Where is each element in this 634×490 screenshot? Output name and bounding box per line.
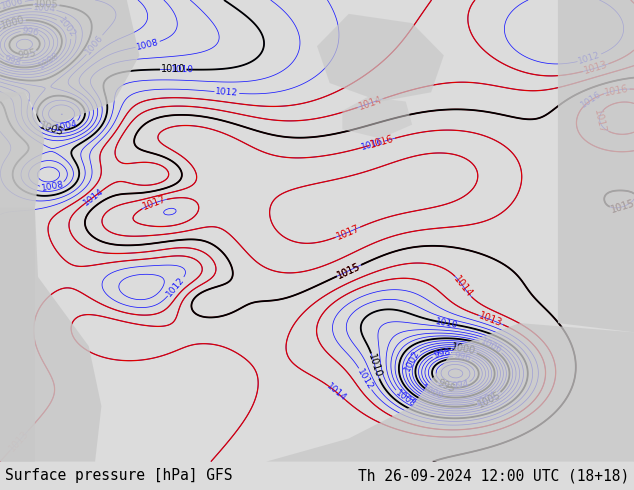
Polygon shape	[0, 0, 139, 129]
Text: 1015: 1015	[336, 261, 362, 280]
Text: 1000: 1000	[37, 50, 61, 71]
Text: 1010: 1010	[434, 317, 458, 330]
Polygon shape	[0, 92, 44, 462]
Text: 1002: 1002	[403, 349, 421, 373]
Polygon shape	[266, 323, 634, 462]
Text: 994: 994	[451, 379, 470, 391]
Text: 1014: 1014	[82, 186, 106, 207]
Text: 1013: 1013	[583, 60, 609, 76]
Text: 995: 995	[436, 378, 457, 395]
Text: Surface pressure [hPa] GFS: Surface pressure [hPa] GFS	[5, 468, 233, 483]
Text: 1016: 1016	[579, 90, 604, 110]
Text: 1010: 1010	[171, 65, 194, 74]
Text: 1012: 1012	[577, 50, 602, 66]
Text: 1014: 1014	[357, 95, 384, 112]
Text: 1005: 1005	[476, 389, 503, 410]
Text: 1017: 1017	[141, 194, 167, 212]
Text: 1008: 1008	[136, 38, 160, 52]
Text: 1006: 1006	[479, 337, 503, 355]
Text: 1004: 1004	[55, 119, 79, 133]
Polygon shape	[317, 14, 444, 101]
Text: 1017: 1017	[335, 223, 361, 242]
Text: 1017: 1017	[592, 108, 607, 135]
Text: 1012: 1012	[215, 87, 238, 98]
Text: 1006: 1006	[84, 33, 105, 56]
Text: 1015: 1015	[610, 198, 634, 215]
Text: 1005: 1005	[34, 0, 59, 10]
Text: 1008: 1008	[41, 180, 65, 194]
Text: 1016: 1016	[604, 83, 630, 98]
Polygon shape	[342, 97, 412, 139]
Text: 1014: 1014	[325, 382, 349, 403]
Text: 1012: 1012	[165, 275, 186, 298]
Text: 1004: 1004	[32, 3, 56, 14]
Text: Th 26-09-2024 12:00 UTC (18+18): Th 26-09-2024 12:00 UTC (18+18)	[358, 468, 629, 483]
Text: 995: 995	[17, 48, 37, 61]
Text: 1013: 1013	[477, 311, 504, 329]
Text: 1013: 1013	[7, 428, 31, 453]
Text: 1000: 1000	[0, 14, 26, 31]
Text: 1015: 1015	[336, 261, 362, 280]
Text: 996: 996	[453, 351, 472, 364]
Text: 1004: 1004	[474, 390, 498, 408]
Text: 1002: 1002	[56, 16, 77, 39]
Text: 1016: 1016	[360, 137, 385, 152]
Text: 1008: 1008	[393, 388, 417, 409]
Polygon shape	[0, 208, 101, 462]
Text: 1016: 1016	[369, 134, 396, 150]
Polygon shape	[558, 0, 634, 332]
Text: 1006: 1006	[1, 0, 25, 11]
Text: 1015: 1015	[610, 198, 634, 215]
Text: 1005: 1005	[38, 120, 65, 137]
Text: 1014: 1014	[452, 274, 475, 299]
Text: 998: 998	[3, 54, 22, 68]
Text: 1000: 1000	[420, 384, 444, 402]
Text: 1010: 1010	[366, 353, 384, 379]
Text: 1012: 1012	[355, 367, 375, 391]
Text: 1000: 1000	[451, 343, 477, 357]
Text: 998: 998	[432, 347, 451, 360]
Text: 1010: 1010	[161, 65, 186, 74]
Text: 996: 996	[21, 25, 39, 37]
